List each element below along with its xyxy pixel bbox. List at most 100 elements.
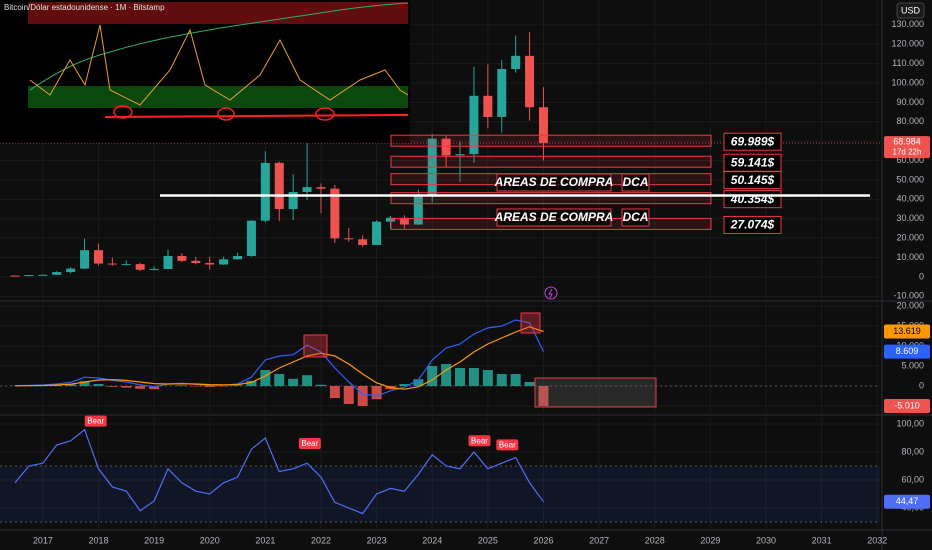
bear-label: Bear: [87, 417, 104, 426]
histogram-bar: [455, 368, 466, 386]
histogram-bar: [315, 384, 326, 386]
y-tick-label: 40.000: [896, 194, 924, 204]
histogram-bar: [329, 386, 340, 398]
candle-body: [66, 268, 76, 273]
annotation-box: [496, 173, 612, 192]
value-tag: [884, 494, 930, 509]
x-tick-label: 2025: [478, 535, 498, 545]
y-tick-label: 50.000: [896, 174, 924, 184]
histogram-bar: [246, 380, 257, 386]
bear-label: Bear: [471, 436, 488, 445]
inset-support: [104, 114, 409, 118]
inset-green-band: [28, 86, 408, 108]
candle-body: [497, 69, 507, 117]
x-tick-label: 2031: [812, 535, 832, 545]
x-tick-label: 2029: [700, 535, 720, 545]
bear-label: Bear: [301, 439, 318, 448]
annotation: DCA: [623, 210, 649, 224]
y-tick-label: 80,00: [901, 446, 924, 456]
histogram-bar: [343, 386, 354, 404]
histogram-bar: [468, 368, 479, 386]
candle-body: [302, 187, 312, 192]
y-tick-label: 100.000: [891, 77, 924, 87]
candle-body: [52, 272, 62, 275]
histogram-bar: [524, 382, 535, 386]
candle-body: [80, 250, 90, 269]
histogram-bar: [510, 374, 521, 386]
value-tag: [884, 344, 930, 359]
bear-tag: [468, 435, 491, 447]
currency-button[interactable]: [896, 2, 925, 19]
y-tick-label: 20.000: [896, 300, 924, 310]
candle-body: [413, 194, 423, 225]
y-tick-label: 110.000: [892, 58, 924, 68]
annotation: AREAS DE COMPRA: [494, 175, 614, 189]
macd-line: [14, 326, 544, 390]
last-price-tag: [884, 136, 930, 159]
value-tag-label: 13.619: [893, 326, 921, 336]
histogram-bar: [260, 370, 271, 386]
y-tick-label: 60,00: [901, 474, 924, 484]
histogram-bar: [538, 386, 549, 407]
countdown: 17d 22h: [893, 147, 922, 156]
bear-tag: [298, 438, 321, 450]
histogram-bar: [288, 378, 299, 386]
candle-body: [219, 259, 229, 265]
inset-circle: [217, 107, 235, 121]
candle-body: [511, 55, 521, 70]
candle-body: [469, 95, 479, 155]
histogram-bar: [149, 386, 160, 390]
histogram-bar: [357, 386, 368, 406]
histogram-bar: [232, 385, 243, 386]
candle-body: [399, 217, 409, 225]
y-tick-label: 20.000: [896, 233, 924, 243]
candle-body: [93, 250, 103, 264]
candle-body: [330, 188, 340, 239]
x-tick-label: 2027: [589, 535, 609, 545]
level-box: [723, 215, 782, 234]
histogram-bar: [176, 385, 187, 386]
histogram-bar: [413, 379, 424, 386]
x-tick-label: 2017: [33, 535, 53, 545]
y-tick-label: 130.000: [891, 19, 924, 29]
macd-peak-box: [520, 312, 541, 334]
histogram-bar: [441, 364, 452, 386]
x-tick-label: 2020: [200, 535, 220, 545]
y-tick-label: 30.000: [896, 213, 924, 223]
rsi-band: [0, 466, 880, 522]
histogram-bar: [135, 386, 146, 389]
level-box: [723, 132, 782, 151]
histogram-bar: [93, 384, 104, 386]
candle-body: [538, 107, 548, 144]
candle-body: [38, 274, 48, 276]
histogram-bar: [496, 374, 507, 386]
candle-body: [149, 268, 159, 270]
y-tick-label: 0: [919, 271, 924, 281]
y-tick-label: 80.000: [896, 116, 924, 126]
buy-zone: [390, 134, 712, 147]
value-tag: [884, 399, 930, 414]
lightning-icon[interactable]: [544, 286, 558, 300]
histogram-bar: [302, 375, 313, 386]
x-tick-label: 2032: [867, 535, 887, 545]
candle-body: [191, 260, 201, 263]
candle-body: [483, 95, 493, 117]
inset-circle: [315, 107, 335, 121]
x-tick-label: 2018: [88, 535, 108, 545]
annotation-box: [621, 173, 650, 192]
histogram-bar: [399, 384, 410, 386]
histogram-bar: [65, 384, 76, 386]
annotation-box: [621, 208, 650, 227]
candle-body: [385, 217, 395, 222]
bear-tag: [496, 439, 519, 451]
candle-body: [525, 55, 535, 108]
currency[interactable]: USD: [901, 5, 921, 15]
level-label: 40.354$: [730, 192, 775, 206]
inset-chart: [0, 0, 410, 143]
candle-body: [358, 239, 368, 245]
value-tag-label: 8.609: [896, 346, 919, 356]
histogram-bar: [482, 370, 493, 386]
inset-line: [29, 2, 409, 91]
